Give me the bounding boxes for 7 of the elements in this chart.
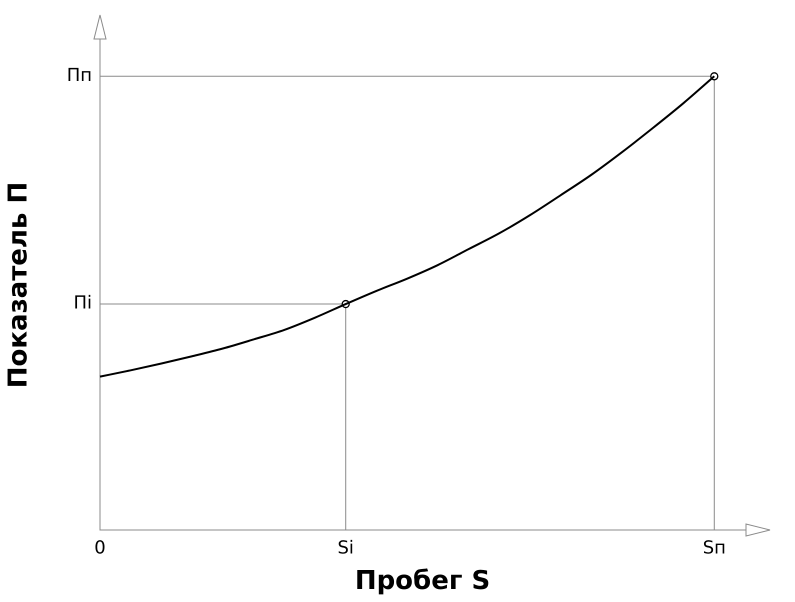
y-axis-title: Показатель П [3, 182, 34, 388]
x-tick-label: Si [337, 537, 354, 558]
text: Пп [66, 64, 92, 86]
text: Пi [73, 292, 92, 314]
x-tick-label: 0 [94, 537, 106, 558]
x-tick-label: Sп [702, 537, 726, 558]
x-axis-title: Пробег S [354, 566, 490, 596]
